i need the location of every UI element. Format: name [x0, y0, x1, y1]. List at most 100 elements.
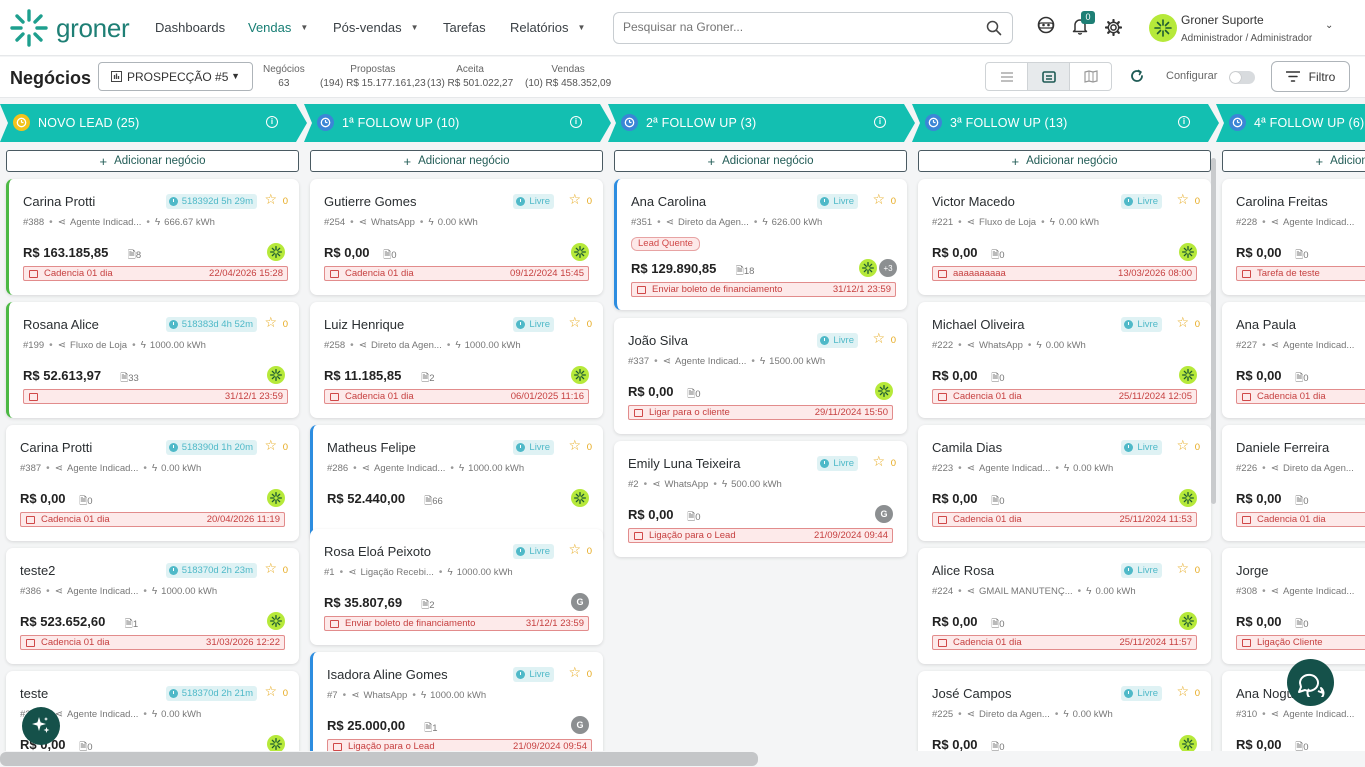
search-input[interactable] [623, 20, 973, 34]
star-icon[interactable]: ☆ [264, 437, 277, 453]
star-icon[interactable]: ☆ [1176, 314, 1189, 330]
deal-card[interactable]: Gutierre Gomes Livre ☆ 0 #254 • ⋖ WhatsApp • ϟ 0.0… [310, 179, 603, 295]
deal-task[interactable]: Cadencia 01 dia 25/11/2024 11:57 [932, 635, 1197, 650]
deal-task[interactable]: Ligação para o Lead 21/09/2024 09:44 [628, 528, 893, 543]
filter-button[interactable]: Filtro [1271, 61, 1350, 92]
star-icon[interactable]: ☆ [1176, 683, 1189, 699]
assignee-avatar[interactable] [571, 243, 589, 261]
configure-toggle[interactable] [1229, 71, 1255, 84]
add-deal-button[interactable]: + Adicionar negócio [1222, 150, 1365, 172]
nav-pos-vendas[interactable]: Pós-vendas ▼ [333, 20, 419, 35]
assignee-avatar[interactable] [1179, 489, 1197, 507]
add-deal-button[interactable]: + Adicionar negócio [310, 150, 603, 172]
assignee-avatar[interactable] [1179, 612, 1197, 630]
star-icon[interactable]: ☆ [264, 683, 277, 699]
deal-card[interactable]: teste2 518370d 2h 23m ☆ 0 #386 • ⋖ Agente Indic… [6, 548, 299, 664]
deal-card[interactable]: Isadora Aline Gomes Livre ☆ 0 #7 • ⋖ WhatsApp • ϟ… [310, 652, 603, 751]
deal-card[interactable]: Matheus Felipe Livre ☆ 0 #286 • ⋖ Agente Indica… [310, 425, 603, 541]
deal-card[interactable]: Carina Protti 518390d 1h 20m ☆ 0 #387 • ⋖ Agent… [6, 425, 299, 541]
chat-support-button[interactable] [1287, 659, 1334, 706]
map-view-button[interactable] [1069, 63, 1111, 90]
assignee-avatar[interactable] [1179, 735, 1197, 751]
deal-task[interactable]: Cadencia 01 dia 31/03/2026 12:22 [20, 635, 285, 650]
deal-task[interactable]: Cadencia 01 dia 22/04/2026 15:28 [23, 266, 288, 281]
deal-card[interactable]: Rosana Alice 518383d 4h 52m ☆ 0 #199 • ⋖ Fluxo … [6, 302, 299, 418]
info-icon[interactable]: i [570, 116, 582, 128]
add-deal-button[interactable]: + Adicionar negócio [614, 150, 907, 172]
deal-card[interactable]: Jorge #308 • ⋖ Agente Indicad... R$ 0,00 🗎0 Lig… [1222, 548, 1365, 664]
assignee-avatar[interactable]: G [875, 505, 893, 523]
deal-card[interactable]: Victor Macedo Livre ☆ 0 #221 • ⋖ Fluxo de Loja •… [918, 179, 1211, 295]
star-icon[interactable]: ☆ [1176, 191, 1189, 207]
vertical-scrollbar[interactable] [1211, 158, 1216, 504]
star-icon[interactable]: ☆ [872, 191, 885, 207]
kanban-view-button[interactable] [1027, 63, 1069, 90]
deal-task[interactable]: Cadencia 01 dia 06/01/2025 11:16 [324, 389, 589, 404]
deal-task[interactable]: 31/12/1 23:59 [23, 389, 288, 404]
deal-task[interactable]: aaaaaaaaaa 13/03/2026 08:00 [932, 266, 1197, 281]
star-icon[interactable]: ☆ [568, 314, 581, 330]
support-robot-icon[interactable] [1037, 16, 1055, 34]
assignee-avatar[interactable] [267, 243, 285, 261]
star-icon[interactable]: ☆ [872, 330, 885, 346]
assignee-avatar[interactable] [875, 382, 893, 400]
star-icon[interactable]: ☆ [568, 541, 581, 557]
deal-card[interactable]: João Silva Livre ☆ 0 #337 • ⋖ Agente Indicad...… [614, 318, 907, 434]
star-icon[interactable]: ☆ [1176, 437, 1189, 453]
star-icon[interactable]: ☆ [568, 664, 581, 680]
assignee-avatar[interactable] [267, 489, 285, 507]
deal-task[interactable]: Ligação Cliente [1236, 635, 1365, 650]
nav-dashboards[interactable]: Dashboards [155, 20, 225, 35]
assignee-avatar[interactable]: G [571, 716, 589, 734]
deal-card[interactable]: Luiz Henrique Livre ☆ 0 #258 • ⋖ Direto da Agen… [310, 302, 603, 418]
deal-card[interactable]: Ana Carolina Livre ☆ 0 #351 • ⋖ Direto da Agen.… [614, 179, 907, 310]
assignee-avatar[interactable]: G [571, 593, 589, 611]
star-icon[interactable]: ☆ [264, 191, 277, 207]
info-icon[interactable]: i [874, 116, 886, 128]
deal-card[interactable]: Rosa Eloá Peixoto Livre ☆ 0 #1 • ⋖ Ligação Rece… [310, 529, 603, 645]
star-icon[interactable]: ☆ [568, 191, 581, 207]
deal-card[interactable]: Camila Dias Livre ☆ 0 #223 • ⋖ Agente Indicad..… [918, 425, 1211, 541]
user-name[interactable]: Groner Suporte [1181, 13, 1264, 27]
deal-card[interactable]: Carina Protti 518392d 5h 29m ☆ 0 #388 • ⋖ Agent… [6, 179, 299, 295]
star-icon[interactable]: ☆ [264, 560, 277, 576]
assignee-avatar[interactable] [571, 366, 589, 384]
star-icon[interactable]: ☆ [872, 453, 885, 469]
deal-task[interactable]: Cadencia 01 dia 25/11/2024 12:05 [932, 389, 1197, 404]
deal-card[interactable]: Daniele Ferreira #226 • ⋖ Direto da Agen... R… [1222, 425, 1365, 541]
deal-task[interactable]: Cadencia 01 dia 09/12/2024 15:45 [324, 266, 589, 281]
deal-card[interactable]: Alice Rosa Livre ☆ 0 #224 • ⋖ GMAIL MANUTENÇ...… [918, 548, 1211, 664]
gear-icon[interactable] [1105, 19, 1122, 36]
info-icon[interactable]: i [266, 116, 278, 128]
assignee-avatar[interactable] [1179, 366, 1197, 384]
assignee-avatar[interactable] [267, 366, 285, 384]
assignee-avatar[interactable] [571, 489, 589, 507]
deal-card[interactable]: Carolina Freitas #228 • ⋖ Agente Indicad... R… [1222, 179, 1365, 295]
add-deal-button[interactable]: + Adicionar negócio [6, 150, 299, 172]
deal-card[interactable]: Ana Paula #227 • ⋖ Agente Indicad... R$ 0,00 🗎… [1222, 302, 1365, 418]
nav-tarefas[interactable]: Tarefas [443, 20, 486, 35]
star-icon[interactable]: ☆ [264, 314, 277, 330]
deal-card[interactable]: Emily Luna Teixeira Livre ☆ 0 #2 • ⋖ WhatsApp • ϟ… [614, 441, 907, 557]
star-icon[interactable]: ☆ [568, 437, 581, 453]
assignee-avatar[interactable] [267, 612, 285, 630]
refresh-icon[interactable] [1129, 68, 1145, 84]
groner-logo[interactable]: groner [10, 9, 130, 47]
deal-task[interactable]: Ligar para o cliente 29/11/2024 15:50 [628, 405, 893, 420]
deal-task[interactable]: Cadencia 01 dia 25/11/2024 11:53 [932, 512, 1197, 527]
nav-relatorios[interactable]: Relatórios ▼ [510, 20, 585, 35]
add-deal-button[interactable]: + Adicionar negócio [918, 150, 1211, 172]
nav-vendas[interactable]: Vendas ▼ [248, 20, 308, 35]
star-icon[interactable]: ☆ [1176, 560, 1189, 576]
info-icon[interactable]: i [1178, 116, 1190, 128]
assignee-avatar[interactable] [859, 259, 877, 277]
deal-card[interactable]: Michael Oliveira Livre ☆ 0 #222 • ⋖ WhatsApp • ϟ 0… [918, 302, 1211, 418]
deal-task[interactable]: Tarefa de teste [1236, 266, 1365, 281]
assignee-avatar[interactable] [1179, 243, 1197, 261]
deal-card[interactable]: José Campos Livre ☆ 0 #225 • ⋖ Direto da Agen..… [918, 671, 1211, 751]
deal-task[interactable]: Ligação para o Lead 21/09/2024 09:54 [327, 739, 592, 751]
deal-task[interactable]: Cadencia 01 dia [1236, 389, 1365, 404]
user-avatar[interactable] [1149, 14, 1177, 42]
horizontal-scrollbar[interactable] [0, 752, 758, 766]
list-view-button[interactable] [986, 63, 1027, 90]
